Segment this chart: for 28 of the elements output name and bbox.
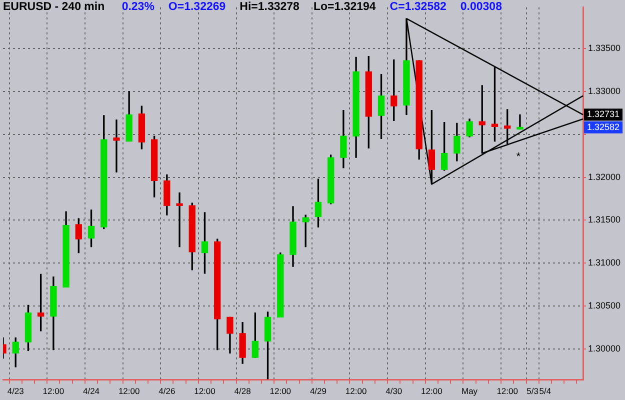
x-tick-label: 4/23 (7, 386, 24, 396)
x-tick-label: 4/30 (386, 386, 402, 396)
x-tick-label: 12:00 (42, 386, 64, 396)
x-tick-label: 12:00 (496, 386, 518, 396)
chart-title: EURUSD - 240 min (3, 1, 105, 13)
x-tick-label: 4/29 (310, 386, 327, 396)
y-tick-label: 1.33500 (588, 43, 621, 54)
x-tick-label: 5/4 (539, 386, 552, 396)
text: 0.23% O=1.32269 Hi=1.33278 Lo=1.32194 C=1.32582 0.00308 (122, 1, 502, 13)
x-tick-label: 4/26 (158, 386, 176, 396)
y-tick-label: 1.32000 (588, 172, 621, 182)
x-tick-label: 12:00 (270, 386, 292, 396)
x-tick-label: May (461, 386, 478, 396)
annotation: 1.32731 (587, 109, 620, 120)
y-tick-label: 1.33000 (588, 86, 621, 96)
y-tick-label: 1.31500 (588, 214, 621, 225)
annotation: 1.32582 (587, 122, 620, 132)
annotation: * (516, 150, 521, 163)
y-tick-label: 1.30000 (588, 343, 621, 354)
x-tick-label: 4/28 (234, 386, 252, 396)
x-tick-label: 12:00 (345, 386, 367, 396)
y-tick-label: 1.31000 (588, 258, 621, 268)
y-tick-label: 1.30500 (588, 300, 621, 310)
x-tick-label: 12:00 (118, 386, 140, 396)
x-tick-label: 4/24 (82, 386, 100, 396)
x-tick-label: 12:00 (194, 386, 216, 396)
x-tick-label: 5/3 (526, 386, 539, 396)
x-tick-label: 12:00 (421, 386, 443, 396)
